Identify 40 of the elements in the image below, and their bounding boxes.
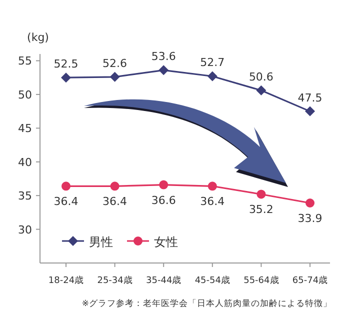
data-label: 52.7 — [200, 56, 225, 70]
point — [256, 190, 266, 199]
x-tick-label: 18-24歳 — [48, 275, 84, 286]
point — [306, 198, 314, 208]
point — [208, 182, 217, 191]
y-tick-label: 50 — [18, 88, 32, 102]
legend-label: 男性 — [89, 235, 113, 249]
data-label: 36.6 — [151, 194, 176, 207]
data-label: 50.6 — [248, 70, 274, 84]
x-tick-label: 35-44歳 — [146, 275, 182, 286]
point — [110, 182, 120, 191]
y-tick-label: 30 — [18, 223, 32, 236]
data-label: 36.4 — [54, 195, 78, 208]
point — [110, 72, 120, 82]
point — [159, 180, 168, 190]
y-tick-label: 45 — [18, 122, 32, 136]
data-label: 36.4 — [102, 195, 128, 208]
data-label: 35.2 — [248, 203, 274, 216]
y-axis-title: (kg) — [27, 31, 49, 44]
legend-label: 女性 — [154, 235, 178, 249]
x-tick-label: 45-54歳 — [194, 275, 230, 286]
data-label: 36.4 — [200, 195, 225, 208]
data-label: 52.6 — [102, 56, 128, 70]
x-tick-label: 65-74歳 — [292, 275, 328, 286]
data-label: 33.9 — [298, 212, 322, 225]
data-label: 47.5 — [298, 91, 322, 104]
point — [61, 72, 71, 83]
y-tick-label: 35 — [18, 190, 32, 203]
text: ※グラフ参考：老年医学会「日本人筋肉量の加齢による特徴」 — [82, 298, 332, 309]
data-label: 53.6 — [151, 50, 176, 64]
point — [62, 182, 70, 191]
x-tick-label: 55-64歳 — [244, 275, 279, 286]
point — [158, 65, 169, 76]
data-label: 52.5 — [54, 58, 78, 71]
point — [305, 106, 315, 116]
point — [256, 85, 266, 96]
y-tick-label: 40 — [18, 156, 32, 169]
y-tick-label: 55 — [18, 54, 32, 68]
point — [207, 71, 218, 82]
x-tick-label: 25-34歳 — [97, 275, 132, 286]
